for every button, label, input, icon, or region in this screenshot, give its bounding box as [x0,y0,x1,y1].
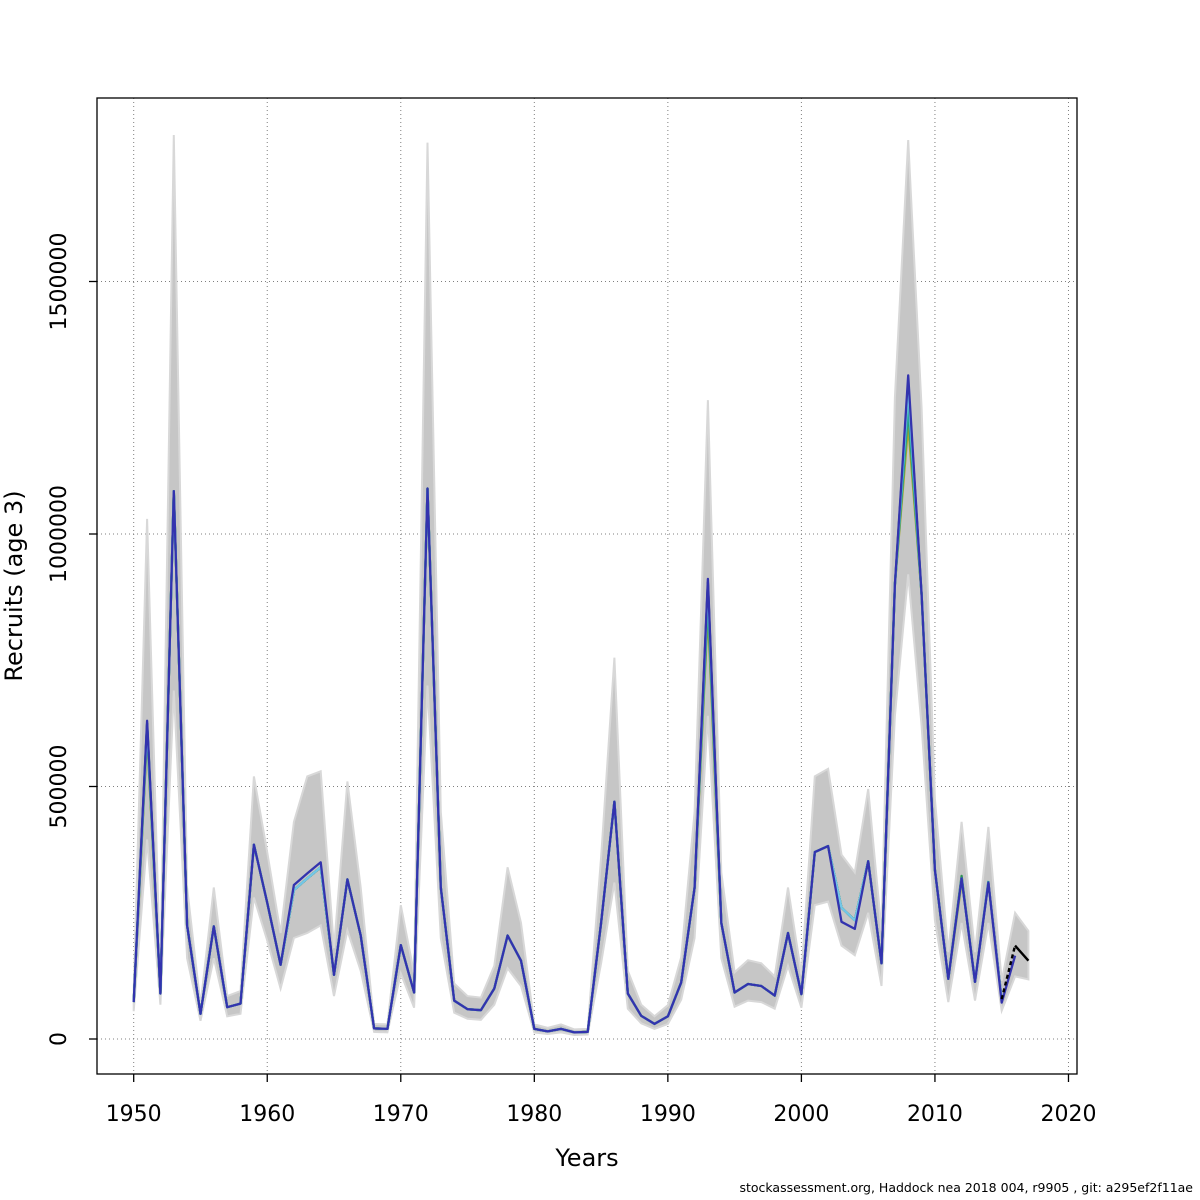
x-tick-label-2000: 2000 [773,1102,829,1127]
x-tick-label-1950: 1950 [106,1102,162,1127]
y-tick-label-1000000: 1000000 [47,485,72,583]
x-axis-title: Years [554,1144,618,1172]
current-run-dashed-tail [1000,945,1017,1000]
y-tick-label-500000: 500000 [47,745,72,829]
x-tick-label-1990: 1990 [640,1102,696,1127]
series-layer [132,374,1030,1034]
95%-confidence-band [132,134,1030,1037]
y-axis-title: Recruits (age 3) [0,490,28,681]
x-tick-label-2020: 2020 [1040,1102,1096,1127]
retro-run-terminal-2012 [132,424,963,1034]
x-tick-label-1970: 1970 [373,1102,429,1127]
retro-run-terminal-2016 [132,374,1017,1034]
confidence-band-layer [132,134,1030,1037]
plot-box [96,97,1078,1075]
current-run-final-segment [1014,944,1030,962]
x-tick-label-1960: 1960 [239,1102,295,1127]
footer-citation: stockassessment.org, Haddock nea 2018 00… [739,1180,1193,1195]
x-tick-label-2010: 2010 [907,1102,963,1127]
y-tick-label-0: 0 [47,1032,72,1046]
y-tick-label-1500000: 1500000 [47,233,72,331]
x-tick-label-1980: 1980 [506,1102,562,1127]
axes-layer: 1950 1960 1970 1980 1990 2000 2010 2020 0 500000 1… [47,97,1096,1127]
